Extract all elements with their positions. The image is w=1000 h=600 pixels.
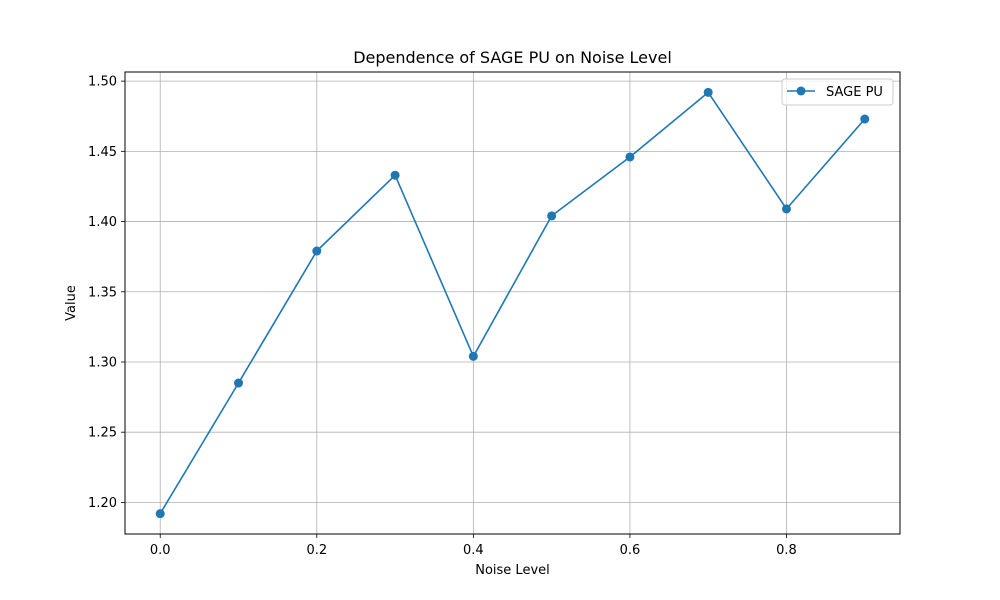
data-point (703, 87, 713, 97)
legend-marker-sage-pu (796, 86, 806, 96)
series-line (159, 91, 866, 515)
y-tick-label: 1.25 (88, 426, 117, 441)
chart-title: Dependence of SAGE PU on Noise Level (353, 48, 672, 67)
legend-label-sage-pu: SAGE PU (826, 85, 883, 100)
y-tick-label: 1.35 (88, 285, 117, 300)
y-tick-label: 1.40 (88, 215, 117, 230)
data-point (234, 378, 244, 388)
x-tick-label: 0.0 (150, 543, 171, 558)
y-tick-label: 1.45 (88, 145, 117, 160)
x-tick-label: 0.4 (463, 543, 484, 558)
data-point (625, 152, 635, 162)
x-tick-label: 0.2 (306, 543, 327, 558)
data-point (547, 211, 557, 221)
data-point (155, 509, 165, 519)
grid (125, 72, 900, 534)
data-point (468, 351, 478, 361)
y-axis-title: Value (64, 285, 79, 321)
data-point (390, 170, 400, 180)
x-tick-label: 0.6 (620, 543, 641, 558)
data-point (312, 246, 322, 256)
data-point (860, 114, 870, 124)
legend-box (781, 78, 894, 106)
series-layer (155, 87, 870, 519)
y-tick-label: 1.30 (88, 355, 117, 370)
y-tick-label: 1.20 (88, 496, 117, 511)
ticks: 0.0 0.2 0.4 0.6 0.8 1.20 1.25 1.30 1.35 1.40 1.45 1… (88, 75, 797, 558)
legend: SAGE PU (781, 78, 894, 106)
data-point (781, 204, 791, 214)
x-axis-title: Noise Level (475, 563, 550, 578)
plot-frame (124, 71, 901, 535)
y-tick-label: 1.50 (88, 75, 117, 90)
x-tick-label: 0.8 (776, 543, 797, 558)
